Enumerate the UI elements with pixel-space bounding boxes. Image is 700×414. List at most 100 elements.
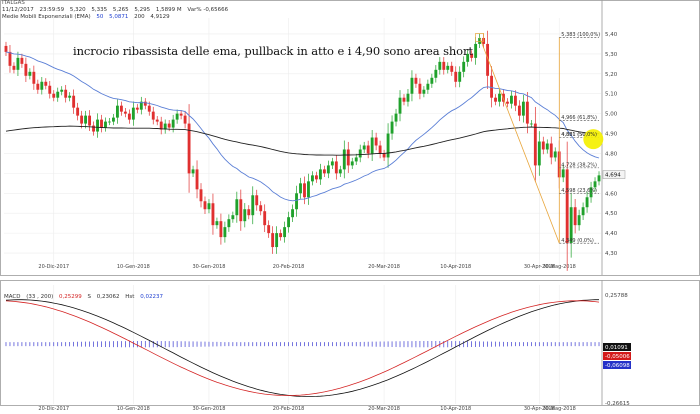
candle-body bbox=[52, 93, 56, 98]
analysis-annotation: incrocio ribassista delle ema, pullback … bbox=[73, 44, 473, 58]
candle-body bbox=[561, 169, 565, 178]
price-tick-label: 5,00 bbox=[605, 112, 618, 118]
candle-body bbox=[342, 149, 346, 170]
candle-body bbox=[251, 195, 255, 216]
macd-line bbox=[5, 300, 600, 396]
candle-body bbox=[311, 175, 314, 182]
candle-body bbox=[76, 107, 80, 116]
candle-body bbox=[207, 203, 211, 210]
candle-body bbox=[56, 91, 60, 98]
macd-top-label: 0,25788 bbox=[605, 293, 628, 299]
macd-value-badge-text: -0,05006 bbox=[605, 354, 630, 360]
candle-body bbox=[100, 119, 103, 128]
macd-date-tick-label: 30-Apr-2018 bbox=[524, 406, 555, 412]
candle-body bbox=[529, 123, 533, 125]
candle-body bbox=[131, 107, 135, 120]
quote-time: 23:59:59 bbox=[39, 7, 65, 13]
price-tick-label: 4,30 bbox=[605, 251, 618, 257]
candle-body bbox=[92, 125, 95, 132]
fib-level-label: 4,881 (50,0%) bbox=[561, 132, 597, 138]
fib-level-label: 5,383 (100,0%) bbox=[561, 32, 600, 38]
candle-body bbox=[179, 113, 183, 116]
candle-body bbox=[577, 215, 581, 226]
candle-body bbox=[410, 77, 414, 94]
quote-high: 5,335 bbox=[91, 7, 108, 13]
candle-body bbox=[104, 121, 107, 128]
candle-body bbox=[549, 143, 553, 158]
candle-body bbox=[585, 197, 589, 208]
candle-body bbox=[16, 57, 20, 70]
macd-value-badge-text: 0,01091 bbox=[605, 345, 628, 351]
candle-body bbox=[48, 85, 52, 94]
candle-body bbox=[44, 81, 48, 86]
candle-body bbox=[513, 95, 517, 106]
candle-body bbox=[366, 145, 370, 154]
candle-body bbox=[255, 195, 259, 206]
candle-body bbox=[199, 189, 203, 202]
macd-value: 0,25299 bbox=[59, 294, 82, 300]
candle-body bbox=[525, 101, 529, 124]
ema-legend: Medie Mobili Esponenziali (EMA) 50 5,087… bbox=[2, 14, 174, 21]
hist-value: 0,02237 bbox=[140, 294, 163, 300]
macd-value-badge-text: -0,06098 bbox=[605, 363, 630, 369]
candle-body bbox=[569, 207, 573, 244]
macd-bottom-label: -0,26615 bbox=[605, 401, 630, 407]
ema200-value: 4,9129 bbox=[150, 14, 170, 20]
candle-body bbox=[20, 57, 24, 64]
candle-body bbox=[155, 119, 159, 122]
price-tick-label: 5,40 bbox=[605, 32, 618, 38]
quote-low: 5,265 bbox=[112, 7, 129, 13]
candle-body bbox=[68, 95, 72, 98]
candle-body bbox=[267, 225, 271, 234]
candle-body bbox=[326, 165, 330, 174]
macd-value-badge bbox=[603, 361, 631, 369]
last-price-badge bbox=[602, 170, 626, 179]
candle-body bbox=[565, 169, 569, 244]
candle-body bbox=[466, 53, 470, 62]
macd-histogram bbox=[5, 340, 600, 348]
date-tick-label: 30-Mag-2018 bbox=[543, 264, 576, 270]
candle-body bbox=[211, 203, 215, 226]
candle-body bbox=[470, 53, 474, 58]
candle-body bbox=[259, 205, 263, 212]
candle-body bbox=[418, 83, 422, 94]
candle-body bbox=[175, 113, 179, 120]
candle-body bbox=[235, 199, 239, 216]
price-tick-label: 4,90 bbox=[605, 132, 618, 138]
macd-params: (33 , 200) bbox=[26, 294, 54, 300]
ema200-line bbox=[5, 125, 600, 156]
candle-body bbox=[478, 37, 482, 44]
candle-body bbox=[84, 115, 88, 124]
candle-body bbox=[143, 101, 147, 106]
candle-body bbox=[139, 101, 143, 110]
candle-body bbox=[510, 95, 513, 104]
candle-body bbox=[537, 141, 541, 166]
candle-body bbox=[506, 101, 509, 104]
candle-body bbox=[195, 169, 199, 190]
candle-body bbox=[462, 61, 466, 72]
candle-body bbox=[299, 183, 302, 194]
candle-body bbox=[287, 217, 291, 228]
candle-body bbox=[458, 71, 462, 82]
date-tick-label: 20-Feb-2018 bbox=[273, 264, 305, 270]
candle-body bbox=[239, 199, 243, 222]
candle-body bbox=[80, 115, 84, 124]
candle-body bbox=[430, 77, 434, 84]
macd-date-tick-label: 20-Mar-2018 bbox=[368, 406, 400, 412]
candle-body bbox=[593, 181, 597, 188]
candle-body bbox=[135, 107, 139, 110]
candle-body bbox=[402, 97, 406, 102]
candle-body bbox=[597, 175, 601, 182]
candle-body bbox=[573, 207, 577, 226]
date-tick-label: 10-Gen-2018 bbox=[117, 264, 150, 270]
candle-body bbox=[291, 209, 294, 218]
candle-body bbox=[322, 169, 326, 174]
candle-body bbox=[358, 149, 362, 158]
candle-body bbox=[191, 169, 195, 174]
date-tick-label: 30-Apr-2018 bbox=[524, 264, 555, 270]
candle-body bbox=[307, 181, 310, 198]
candle-body bbox=[163, 123, 167, 130]
candle-body bbox=[4, 45, 8, 52]
fib-anchor-box bbox=[475, 33, 484, 42]
